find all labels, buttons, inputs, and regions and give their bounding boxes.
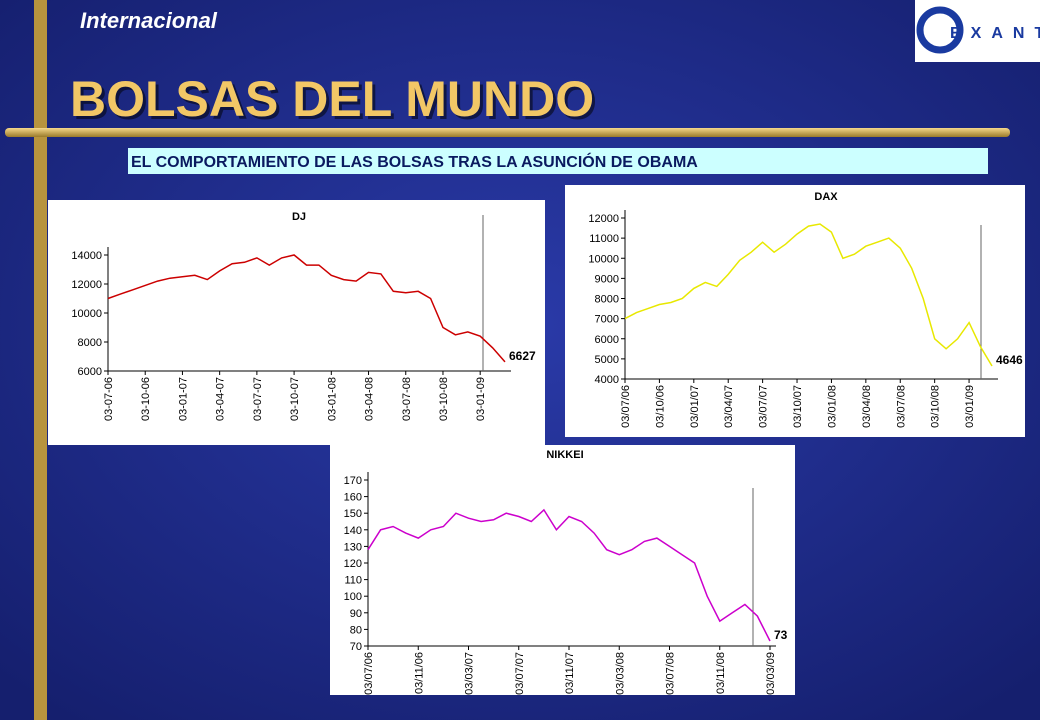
x-tick-label: 03-01-07 <box>177 377 189 421</box>
y-tick-label: 14000 <box>71 250 102 262</box>
y-tick-label: 5000 <box>595 354 619 366</box>
y-tick-label: 110 <box>344 575 362 587</box>
y-tick-label: 9000 <box>595 273 619 285</box>
gold-bar-vertical <box>34 0 47 720</box>
x-tick-label: 03/10/07 <box>792 385 804 428</box>
y-tick-label: 4000 <box>595 374 619 386</box>
logo-text: EXANTE <box>950 25 1040 42</box>
x-tick-label: 03-04-08 <box>364 377 376 421</box>
x-tick-label: 03/10/06 <box>654 385 666 428</box>
x-tick-label: 03/10/08 <box>930 385 942 428</box>
y-tick-label: 120 <box>344 558 362 570</box>
section-label: Internacional <box>80 8 218 33</box>
y-tick-label: 6000 <box>78 366 102 378</box>
chart-background <box>330 445 795 695</box>
x-tick-label: 03/07/06 <box>620 385 632 428</box>
x-tick-label: 03-04-07 <box>215 377 227 421</box>
x-tick-label: 03/04/08 <box>861 385 873 428</box>
x-tick-label: 03/01/09 <box>964 385 976 428</box>
y-tick-label: 7000 <box>595 314 619 326</box>
y-tick-label: 90 <box>350 608 362 620</box>
y-tick-label: 150 <box>344 508 362 520</box>
x-tick-label: 03/07/08 <box>665 652 677 695</box>
x-tick-label: 03/11/07 <box>564 652 576 694</box>
end-value-label: 4646 <box>996 353 1023 367</box>
end-value-label: 73 <box>774 628 788 642</box>
y-tick-label: 6000 <box>595 334 619 346</box>
x-tick-label: 03-10-07 <box>289 377 301 421</box>
y-tick-label: 8000 <box>595 294 619 306</box>
y-tick-label: 70 <box>350 641 362 653</box>
series-line <box>624 223 993 367</box>
subtitle-banner <box>128 148 988 174</box>
x-tick-label: 03-07-06 <box>103 377 115 421</box>
y-tick-label: 11000 <box>589 233 619 245</box>
x-tick-label: 03/03/07 <box>464 652 476 695</box>
title-shadow: BOLSAS DEL MUNDO <box>73 74 597 130</box>
y-tick-label: 12000 <box>71 279 102 291</box>
y-tick-label: 140 <box>344 525 362 537</box>
y-tick-label: 10000 <box>588 253 619 265</box>
x-tick-label: 03-01-09 <box>475 377 487 421</box>
x-tick-label: 03/07/07 <box>758 385 770 428</box>
x-tick-label: 03/04/07 <box>723 385 735 428</box>
x-tick-label: 03/07/06 <box>363 652 375 695</box>
y-tick-label: 10000 <box>71 308 102 320</box>
x-tick-label: 03-07-07 <box>252 377 264 421</box>
gold-bar-horizontal <box>5 128 1010 137</box>
x-tick-label: 03/07/08 <box>895 385 907 428</box>
y-tick-label: 100 <box>344 591 362 603</box>
x-tick-label: 03/11/06 <box>413 652 425 694</box>
end-value-label: 6627 <box>509 349 536 363</box>
y-tick-label: 12000 <box>588 213 619 225</box>
x-tick-label: 03-07-08 <box>401 377 413 421</box>
x-tick-label: 03-01-08 <box>326 377 338 421</box>
x-tick-label: 03/01/07 <box>689 385 701 428</box>
x-tick-label: 03-10-08 <box>438 377 450 421</box>
y-tick-label: 160 <box>344 492 362 504</box>
page-title: BOLSAS DEL MUNDO <box>70 71 594 127</box>
series-line <box>107 254 506 363</box>
chart-background <box>48 200 545 445</box>
y-tick-label: 170 <box>344 475 362 487</box>
x-tick-label: 03/11/08 <box>715 652 727 694</box>
x-tick-label: 03/01/08 <box>826 385 838 428</box>
y-tick-label: 130 <box>344 541 362 553</box>
y-tick-label: 8000 <box>78 337 102 349</box>
chart-title: DJ <box>292 211 306 223</box>
logo-mark <box>916 6 964 54</box>
series-line <box>367 508 771 642</box>
chart-title: DAX <box>814 191 838 203</box>
x-tick-label: 03-10-06 <box>140 377 152 421</box>
subtitle: EL COMPORTAMIENTO DE LAS BOLSAS TRAS LA … <box>131 152 698 171</box>
x-tick-label: 03/03/08 <box>614 652 626 695</box>
y-tick-label: 80 <box>350 624 362 636</box>
x-tick-label: 03/03/09 <box>765 652 777 695</box>
chart-title: NIKKEI <box>546 449 583 461</box>
x-tick-label: 03/07/07 <box>514 652 526 695</box>
